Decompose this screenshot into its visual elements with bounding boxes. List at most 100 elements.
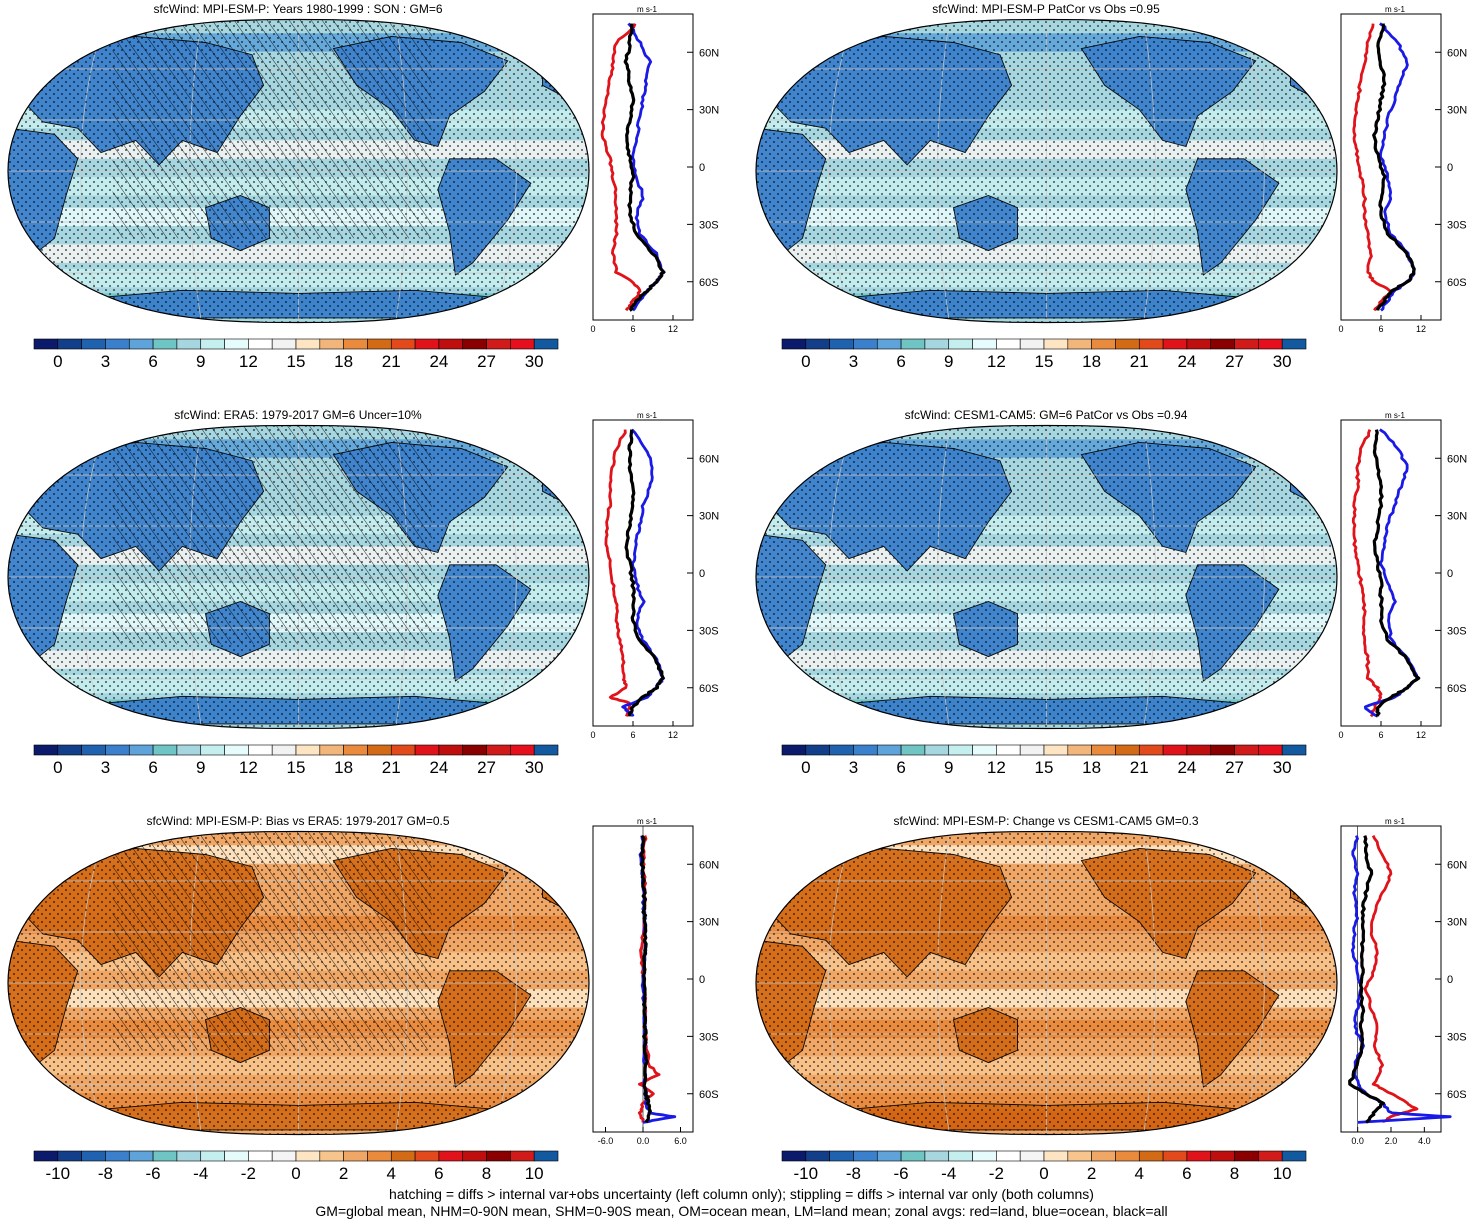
colorbar-box (924, 338, 950, 350)
zonal-x-label: 6.0 (674, 1136, 687, 1146)
colorbar-label: 6 (148, 758, 157, 777)
colorbar-label: 12 (239, 758, 258, 777)
colorbar-label: 15 (1035, 758, 1054, 777)
zonal-plot-era5: 60N 30N 0 30S 60S 0 6 12 m s-1 (590, 411, 719, 740)
panel-title: sfcWind: MPI-ESM-P: Change vs CESM1-CAM5… (893, 814, 1198, 828)
colorbar-label: 2 (1087, 1164, 1096, 1183)
colorbar-label: 18 (1082, 352, 1101, 371)
colorbar-label: 8 (482, 1164, 491, 1183)
map-outline (755, 830, 1338, 1136)
colorbar-box (1258, 1150, 1283, 1162)
colorbar-box (57, 338, 82, 350)
colorbar-label: 30 (525, 758, 544, 777)
colorbar-box (367, 744, 392, 756)
colorbar-box (1067, 744, 1092, 756)
colorbar-box (57, 744, 82, 756)
colorbar-box (367, 338, 392, 350)
colorbar-label: 0 (1039, 1164, 1048, 1183)
zonal-plot-change: 60N 30N 0 30S 60S 0.0 2.0 4.0 m s-1 (1340, 817, 1467, 1146)
colorbar-box (295, 338, 321, 350)
stippling (756, 19, 1337, 323)
colorbar-box (1186, 338, 1212, 350)
colorbar-box (414, 744, 440, 756)
colorbar-box (876, 744, 902, 756)
colorbar-label: 3 (849, 352, 858, 371)
zonal-series-line (1372, 23, 1416, 311)
colorbar-box (1019, 744, 1045, 756)
colorbar-box (829, 1150, 854, 1162)
colorbar-box (319, 338, 344, 350)
map-era5: sfcWind: ERA5: 1979-2017 GM=6 Uncer=10% (7, 408, 590, 730)
zonal-lat-label: 60S (699, 683, 719, 695)
colorbar-box (105, 744, 130, 756)
zonal-lat-label: 30S (699, 219, 719, 231)
colorbar-label: 18 (334, 758, 353, 777)
zonal-x-label: 12 (668, 324, 678, 334)
colorbar-label: 0 (53, 352, 62, 371)
colorbar-box (805, 338, 830, 350)
zonal-x-label: 0 (1338, 324, 1343, 334)
colorbar-box (996, 1150, 1021, 1162)
colorbar-box (176, 744, 202, 756)
colorbar-box (924, 1150, 950, 1162)
zonal-series-line (600, 23, 642, 311)
zonal-lat-label: 0 (699, 974, 705, 986)
colorbar-label: 24 (429, 352, 448, 371)
colorbar-box (1067, 1150, 1092, 1162)
colorbar-label: 10 (1273, 1164, 1292, 1183)
colorbar-box (510, 1150, 535, 1162)
colorbar-box (1162, 1150, 1188, 1162)
colorbar-box (853, 338, 878, 350)
colorbar-label: 24 (1177, 352, 1196, 371)
colorbar-box (1210, 1150, 1235, 1162)
colorbar-box (996, 744, 1021, 756)
colorbar-box (271, 338, 297, 350)
zonal-lat-label: 60N (699, 453, 719, 465)
colorbar-label: -2 (989, 1164, 1004, 1183)
colorbar-box (972, 744, 997, 756)
colorbar-box (343, 744, 368, 756)
colorbar-label: 6 (434, 1164, 443, 1183)
zonal-lat-label: 30N (1447, 511, 1467, 523)
colorbar-box (1281, 744, 1307, 756)
colorbar-label: 24 (429, 758, 448, 777)
zonal-x-label: 12 (1416, 324, 1426, 334)
colorbar-box (1115, 744, 1140, 756)
colorbar-label: 27 (1225, 352, 1244, 371)
zonal-lat-label: 0 (1447, 568, 1453, 580)
colorbar-box (224, 338, 249, 350)
colorbar-box (462, 338, 487, 350)
colorbar-mpi-patcor: 0 3 6 9 12 15 18 21 24 27 30 (781, 338, 1307, 371)
colorbar-box (1091, 338, 1116, 350)
zonal-x-label: 6 (1378, 324, 1383, 334)
colorbar-box (948, 744, 973, 756)
zonal-series-line (1372, 429, 1421, 717)
zonal-lat-label: 0 (1447, 162, 1453, 174)
colorbar-box (996, 338, 1021, 350)
colorbar-box (152, 744, 178, 756)
zonal-plot-bias: 60N 30N 0 30S 60S -6.0 0.0 6.0 m s-1 (592, 817, 719, 1146)
colorbar-box (319, 744, 344, 756)
colorbar-box (1138, 338, 1164, 350)
zonal-unit: m s-1 (1385, 5, 1406, 14)
colorbar-box (438, 744, 464, 756)
colorbar-label: 9 (196, 758, 205, 777)
colorbar-label: 18 (1082, 758, 1101, 777)
colorbar-box (248, 338, 273, 350)
zonal-x-label: 12 (1416, 730, 1426, 740)
colorbar-box (829, 338, 854, 350)
colorbar-box (462, 744, 487, 756)
colorbar-box (81, 1150, 106, 1162)
zonal-x-label: 6 (630, 730, 635, 740)
zonal-unit: m s-1 (637, 411, 658, 420)
colorbar-label: 10 (525, 1164, 544, 1183)
colorbar-box (128, 1150, 154, 1162)
hatching (112, 19, 433, 239)
colorbar-label: 6 (896, 758, 905, 777)
colorbar-label: 27 (477, 352, 496, 371)
colorbar-box (805, 1150, 830, 1162)
colorbar-label: 8 (1230, 1164, 1239, 1183)
colorbar-box (128, 744, 154, 756)
colorbar-box (1234, 338, 1259, 350)
zonal-lat-label: 60N (699, 859, 719, 871)
